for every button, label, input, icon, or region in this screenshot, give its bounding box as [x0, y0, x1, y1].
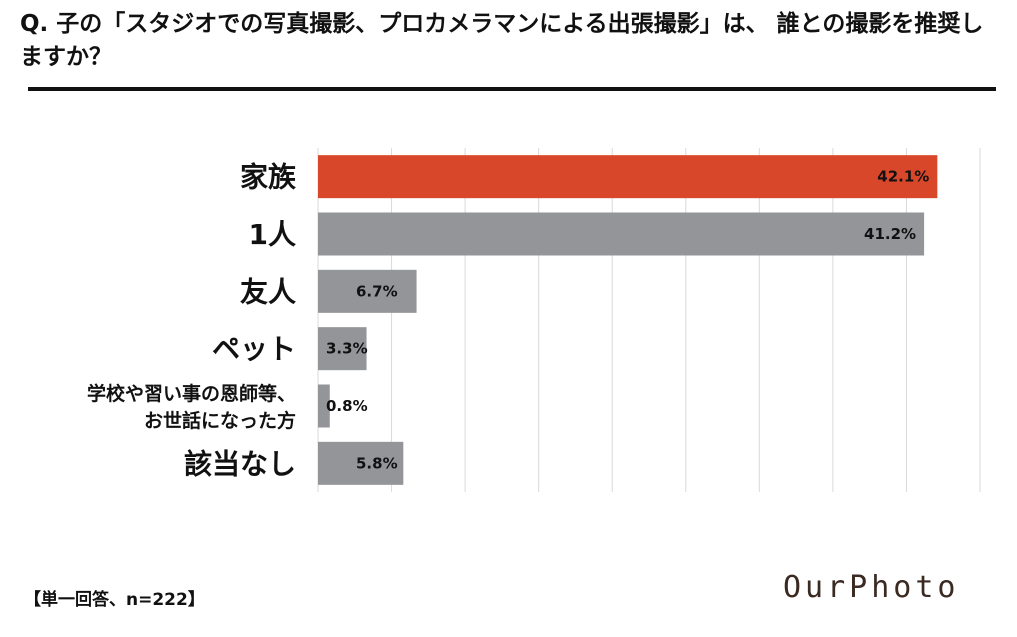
- bar-1: [318, 212, 925, 256]
- category-label-5: 該当なし: [184, 447, 296, 480]
- value-label-2: 6.7%: [356, 282, 398, 300]
- category-label-2: 友人: [240, 275, 296, 308]
- bar-5: [318, 441, 404, 485]
- ourphoto-logo: OurPhoto: [783, 570, 960, 605]
- bar-4: [318, 384, 330, 428]
- question-title: Q. 子の「スタジオでの写真撮影、プロカメラマンによる出張撮影」は、 誰との撮影…: [20, 11, 984, 70]
- value-label-3: 3.3%: [326, 340, 368, 358]
- value-label-5: 5.8%: [356, 454, 398, 472]
- value-label-1: 41.2%: [864, 225, 916, 243]
- value-label-4: 0.8%: [326, 397, 368, 415]
- bar-0: [318, 155, 938, 199]
- category-label-1: 1人: [249, 218, 296, 251]
- category-label-4-line-1: お世話になった方: [144, 409, 296, 432]
- bar-2: [318, 269, 417, 313]
- category-label-4-line-0: 学校や習い事の恩師等、: [87, 382, 296, 405]
- category-label-0: 家族: [240, 161, 297, 194]
- bar-3: [318, 327, 367, 371]
- sample-size-note: 【単一回答、n=222】: [24, 590, 205, 610]
- title-divider: [28, 87, 996, 91]
- value-label-0: 42.1%: [877, 168, 929, 186]
- category-label-3: ペット: [212, 333, 296, 366]
